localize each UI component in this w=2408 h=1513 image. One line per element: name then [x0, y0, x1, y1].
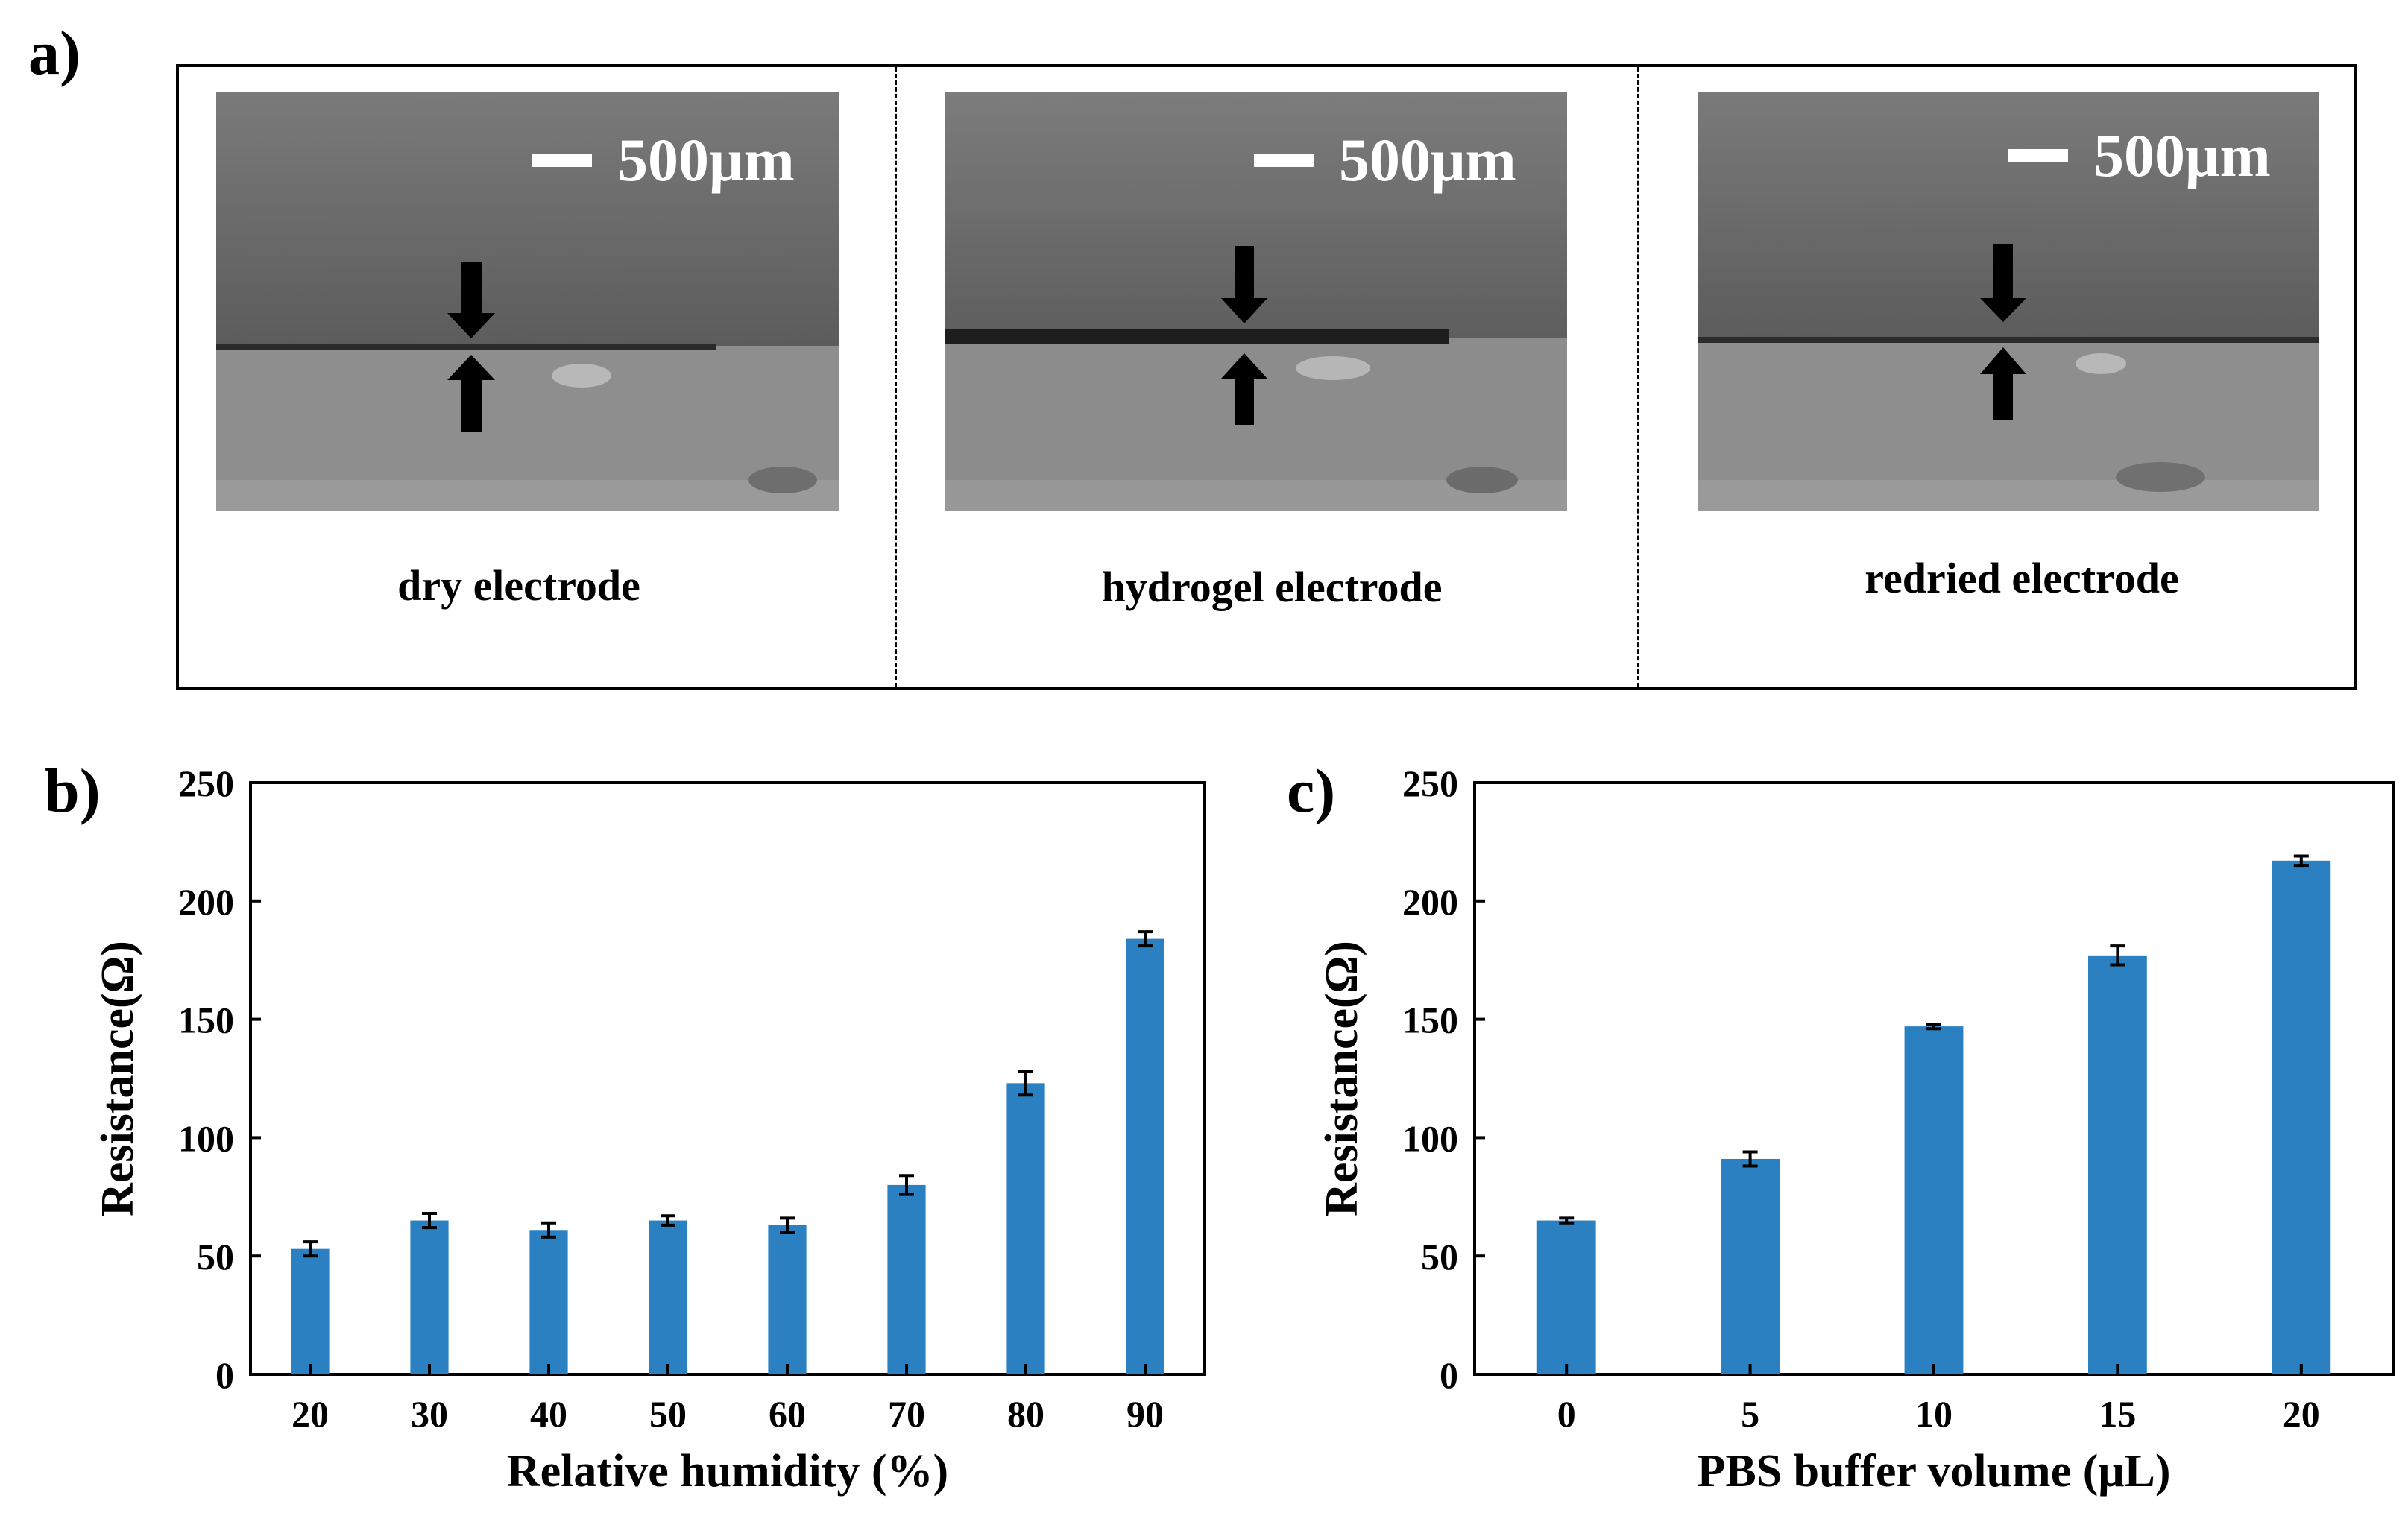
x-tick-label: 30: [411, 1393, 448, 1435]
y-tick-label: 250: [1402, 762, 1458, 804]
micrograph-dry-drawing: [216, 92, 839, 511]
arrow-down-icon: [1980, 244, 2026, 322]
arrow-up-icon: [1980, 347, 2026, 420]
micrograph-hydrogel: [945, 92, 1567, 511]
caption-dry: dry electrode: [397, 561, 640, 610]
y-tick-label: 250: [178, 762, 234, 804]
bar: [2272, 860, 2331, 1374]
y-axis-label: Resistance(Ω): [1317, 941, 1367, 1216]
bar: [1536, 1220, 1596, 1374]
y-tick-label: 50: [1421, 1236, 1458, 1277]
micrograph-dry: [216, 92, 839, 511]
scale-bar-label: 500μm: [617, 126, 795, 194]
x-tick-label: 70: [888, 1393, 925, 1435]
chart-c: 0 50 100 150 200 250 0 5 10 15 20 PBS buffer volume…: [1317, 762, 2395, 1497]
bar: [649, 1220, 687, 1374]
x-tick-label: 20: [291, 1393, 329, 1435]
bar: [887, 1184, 926, 1374]
x-tick-label: 15: [2099, 1393, 2136, 1435]
bar: [1126, 938, 1164, 1374]
x-tick-label: 40: [530, 1393, 567, 1435]
divider-1: [895, 67, 897, 687]
panel-a-label: a): [28, 19, 81, 88]
y-tick-label: 150: [178, 999, 234, 1041]
x-tick-label: 90: [1126, 1393, 1164, 1435]
x-axis-label: Relative humidity (%): [507, 1446, 948, 1497]
x-axis-label: PBS buffer volume (μL): [1697, 1446, 2170, 1497]
y-tick-label: 100: [1402, 1117, 1458, 1159]
y-tick-label: 200: [1402, 881, 1458, 923]
divider-2: [1637, 67, 1639, 687]
micrograph-redried-drawing: [1698, 92, 2319, 511]
chart-b: 0 50 100 150 200 250 20 30 40 50 60 70 80 90 Relative …: [92, 762, 1206, 1497]
panel-c-label: c): [1287, 756, 1336, 826]
scale-bar-line: [532, 154, 592, 167]
x-tick-label: 20: [2283, 1393, 2320, 1435]
x-tick-label: 5: [1741, 1393, 1759, 1435]
x-tick-label: 10: [1915, 1393, 1952, 1435]
x-tick-label: 0: [1557, 1393, 1576, 1435]
panel-b-label: b): [45, 756, 101, 826]
y-tick-label: 200: [178, 881, 234, 923]
scale-bar-line: [1254, 154, 1314, 167]
arrow-up-icon: [1221, 353, 1267, 425]
y-tick-label: 150: [1402, 999, 1458, 1041]
bar: [1904, 1026, 1964, 1374]
y-tick-label: 100: [178, 1117, 234, 1159]
scale-bar-dry: 500μm: [532, 125, 795, 195]
panel-a-frame: [176, 64, 2357, 690]
scale-bar-redried: 500μm: [2008, 121, 2271, 191]
micrograph-hydrogel-drawing: [945, 92, 1567, 511]
x-tick-label: 80: [1007, 1393, 1044, 1435]
scale-bar-line: [2008, 149, 2068, 162]
caption-redried: redried electrode: [1865, 554, 2179, 602]
x-tick-label: 50: [649, 1393, 687, 1435]
bar: [1006, 1083, 1045, 1374]
x-tick-label: 60: [769, 1393, 806, 1435]
scale-bar-hydrogel: 500μm: [1254, 125, 1516, 195]
caption-hydrogel: hydrogel electrode: [1101, 563, 1443, 611]
bar: [410, 1220, 449, 1374]
arrow-down-icon: [1221, 246, 1267, 323]
bar: [291, 1248, 330, 1374]
scale-bar-label: 500μm: [1339, 126, 1516, 194]
y-tick-label: 0: [1440, 1354, 1458, 1396]
bar: [2087, 955, 2147, 1374]
scale-bar-label: 500μm: [2093, 121, 2271, 189]
bar: [529, 1230, 568, 1374]
plot-frame: [249, 781, 1206, 1376]
arrow-down-icon: [447, 262, 495, 338]
arrow-up-icon: [447, 355, 495, 432]
micrograph-redried: [1698, 92, 2319, 511]
y-tick-label: 0: [215, 1354, 234, 1396]
y-axis-label: Resistance(Ω): [92, 941, 143, 1216]
bar: [768, 1225, 807, 1374]
y-tick-label: 50: [197, 1236, 234, 1277]
bar: [1721, 1158, 1780, 1374]
